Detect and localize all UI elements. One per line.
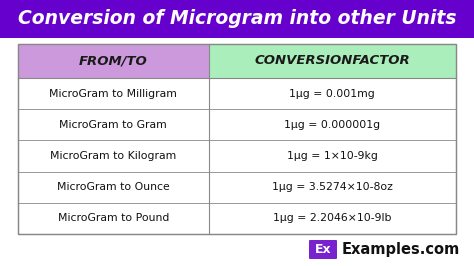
Text: Examples.com: Examples.com bbox=[342, 242, 460, 257]
Bar bbox=[0, 0, 474, 38]
Text: MicroGram to Ounce: MicroGram to Ounce bbox=[57, 182, 170, 192]
Bar bbox=[18, 44, 456, 234]
Bar bbox=[209, 44, 456, 78]
Text: MicroGram to Pound: MicroGram to Pound bbox=[57, 213, 169, 223]
Text: CONVERSIONFACTOR: CONVERSIONFACTOR bbox=[255, 55, 410, 68]
Text: Ex: Ex bbox=[315, 243, 331, 256]
Text: 1μg = 3.5274×10-8oz: 1μg = 3.5274×10-8oz bbox=[272, 182, 392, 192]
Text: FROM/TO: FROM/TO bbox=[79, 55, 147, 68]
Text: 1μg = 1×10-9kg: 1μg = 1×10-9kg bbox=[287, 151, 378, 161]
Text: 1μg = 0.000001g: 1μg = 0.000001g bbox=[284, 120, 380, 130]
Bar bbox=[18, 44, 456, 234]
Text: MicroGram to Kilogram: MicroGram to Kilogram bbox=[50, 151, 176, 161]
Text: MicroGram to Milligram: MicroGram to Milligram bbox=[49, 89, 177, 99]
Text: MicroGram to Gram: MicroGram to Gram bbox=[59, 120, 167, 130]
FancyBboxPatch shape bbox=[309, 240, 337, 259]
Text: 1μg = 2.2046×10-9lb: 1μg = 2.2046×10-9lb bbox=[273, 213, 392, 223]
Text: Conversion of Microgram into other Units: Conversion of Microgram into other Units bbox=[18, 10, 456, 28]
Bar bbox=[18, 44, 209, 78]
Text: 1μg = 0.001mg: 1μg = 0.001mg bbox=[290, 89, 375, 99]
